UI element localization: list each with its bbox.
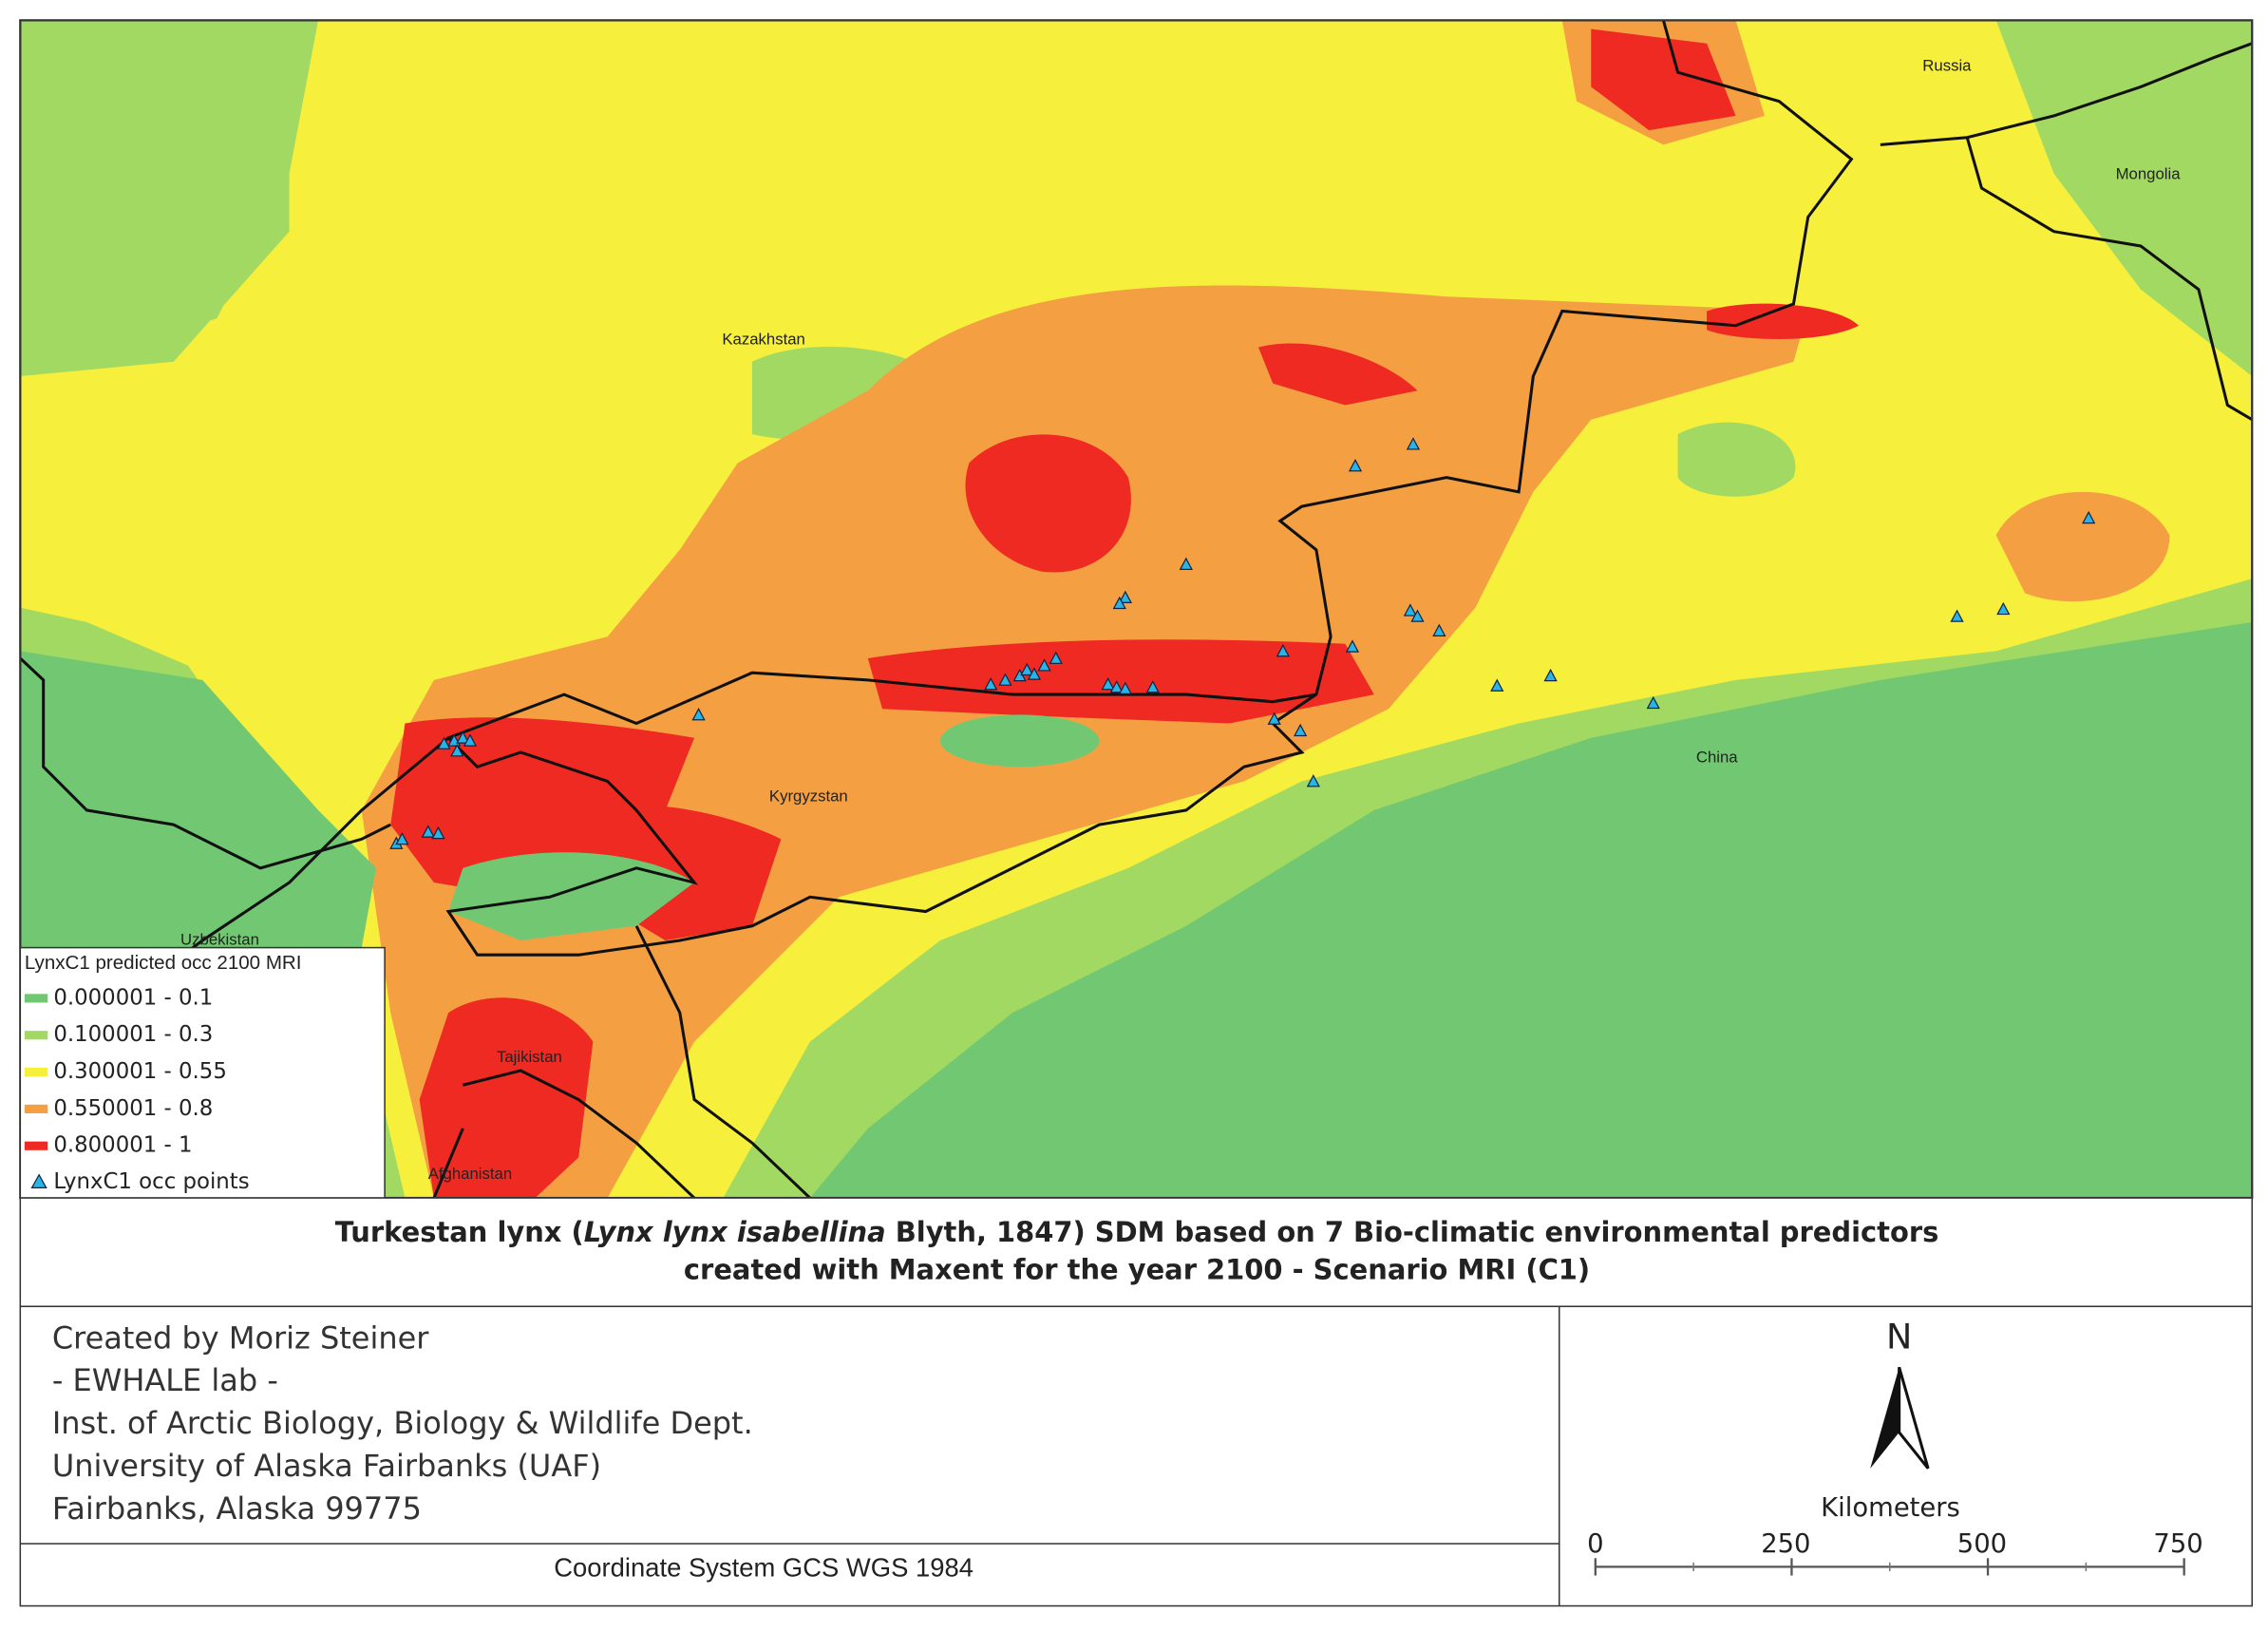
- occurrence-point: [1020, 662, 1034, 676]
- legend-label: 0.550001 - 0.8: [53, 1096, 213, 1121]
- occurrence-point: [1267, 712, 1281, 725]
- legend-swatch: [24, 1104, 48, 1113]
- occurrence-point: [998, 673, 1012, 686]
- legend-label: 0.000001 - 0.1: [53, 985, 213, 1010]
- occurrence-point: [450, 744, 464, 757]
- occurrence-point: [1306, 774, 1320, 788]
- credit-line: - EWHALE lab -: [52, 1362, 278, 1398]
- occurrence-point: [1490, 678, 1504, 692]
- footer-box: [19, 1305, 2254, 1607]
- scale-unit: Kilometers: [1821, 1493, 1960, 1523]
- occurrence-point: [2082, 510, 2096, 524]
- credit-line: Fairbanks, Alaska 99775: [52, 1490, 422, 1527]
- zone: [390, 28, 1860, 1199]
- occurrence-point: [1410, 609, 1425, 622]
- scale-tick-label: 250: [1761, 1529, 1810, 1559]
- legend-label: 0.100001 - 0.3: [53, 1022, 213, 1047]
- legend-point-symbol: [30, 1173, 47, 1189]
- legend-label: 0.800001 - 1: [53, 1133, 192, 1158]
- zone: [20, 651, 695, 948]
- occurrence-point: [1179, 557, 1193, 570]
- occurrence-point: [1109, 680, 1124, 693]
- occurrence-point: [1348, 459, 1363, 472]
- occurrence-point: [1118, 590, 1132, 603]
- country-label: Tajikistan: [497, 1048, 562, 1066]
- occurrence-point: [984, 677, 998, 691]
- title-part: Lynx lynx isabellina: [584, 1216, 886, 1248]
- country-label: Mongolia: [2116, 165, 2182, 183]
- scale-tick-label: 0: [1587, 1529, 1603, 1559]
- occurrence-points: [389, 437, 2096, 849]
- country-label: Kyrgyzstan: [769, 788, 848, 806]
- occurrence-point: [431, 825, 445, 840]
- scale-tick-label: 750: [2153, 1529, 2202, 1559]
- occurrence-point: [463, 733, 478, 747]
- occurrence-point: [1403, 603, 1417, 617]
- occurrence-point: [456, 731, 470, 744]
- lake: [939, 714, 1100, 768]
- scale-tick-label: 500: [1957, 1529, 2007, 1559]
- occurrence-point: [437, 736, 451, 750]
- title-part: Turkestan lynx (: [335, 1216, 584, 1248]
- occurrence-point: [1950, 609, 1964, 622]
- occurrence-point: [421, 825, 435, 838]
- title-part: Blyth, 1847) SDM based on 7 Bio-climatic…: [886, 1216, 1939, 1248]
- credits: Created by Moriz Steiner - EWHALE lab - In…: [52, 1319, 753, 1527]
- coordinate-system: Coordinate System GCS WGS 1984: [554, 1553, 973, 1583]
- country-labels: Russia Mongolia Kazakhstan Kyrgyzstan China U…: [180, 57, 2181, 1184]
- legend-swatch: [24, 994, 48, 1003]
- legend: LynxC1 predicted occ 2100 MRI LynxC1 occ…: [19, 946, 386, 1199]
- zone: [1995, 20, 2253, 377]
- title-box: [19, 1197, 2254, 1308]
- occurrence-point: [1646, 695, 1660, 710]
- occurrence-point: [1027, 667, 1042, 680]
- north-arrow: [1898, 1366, 1930, 1470]
- country-label: Russia: [1922, 57, 1972, 75]
- occurrence-point: [395, 831, 409, 845]
- occurrence-point: [1112, 596, 1126, 610]
- border: [20, 20, 2253, 1199]
- occurrence-point: [1996, 601, 2011, 616]
- occurrence-point: [1145, 680, 1160, 693]
- occurrence-point: [1345, 639, 1360, 653]
- north-label: N: [1886, 1316, 1912, 1357]
- credit-line: University of Alaska Fairbanks (UAF): [52, 1448, 601, 1484]
- legend-swatch: [24, 1141, 48, 1150]
- occurrence-point: [691, 708, 706, 721]
- occurrence-point: [1294, 723, 1308, 737]
- credit-line: Created by Moriz Steiner: [52, 1319, 429, 1356]
- occurrence-point: [1049, 651, 1063, 664]
- credit-line: Inst. of Arctic Biology, Biology & Wildl…: [52, 1405, 753, 1441]
- occurrence-point: [1118, 681, 1132, 694]
- occurrence-point: [1406, 437, 1421, 450]
- occurrence-point: [1276, 643, 1290, 657]
- country-label: China: [1696, 749, 1738, 767]
- occurrence-point: [1432, 623, 1446, 637]
- country-label: Afghanistan: [428, 1165, 512, 1183]
- title: Turkestan lynx (Lynx lynx isabellina Bly…: [335, 1216, 1939, 1248]
- country-label: Kazakhstan: [722, 330, 805, 348]
- legend-label: LynxC1 occ points: [53, 1169, 249, 1194]
- legend-title: LynxC1 predicted occ 2100 MRI: [25, 952, 302, 974]
- legend-box: [19, 946, 386, 1199]
- occurrence-point: [1101, 677, 1115, 691]
- occurrence-point: [1037, 658, 1051, 672]
- legend-swatch: [24, 1031, 48, 1040]
- country-label: Uzbekistan: [180, 930, 259, 948]
- map: [20, 20, 2253, 1199]
- scale-ticks: 0 250 500 750: [1587, 1529, 2203, 1576]
- legend-swatch: [24, 1067, 48, 1077]
- legend-label: 0.300001 - 0.55: [53, 1059, 227, 1084]
- occurrence-point: [1543, 668, 1558, 682]
- title: created with Maxent for the year 2100 - …: [684, 1254, 1590, 1286]
